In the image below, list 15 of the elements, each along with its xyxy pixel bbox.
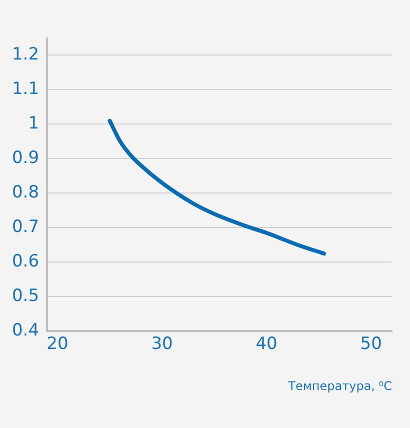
y-tick-label: 0.8 [12, 182, 40, 203]
x-axis-title: Температура, ⁰C [287, 378, 392, 393]
y-tick-label: 1.1 [12, 79, 40, 100]
y-tick-label: 0.6 [12, 252, 40, 272]
y-tick-label: 0.7 [12, 217, 40, 238]
y-tick-label: 0.9 [12, 148, 40, 168]
x-tick-label: 30 [151, 334, 173, 354]
line-series [108, 118, 326, 256]
x-tick-label: 40 [256, 334, 278, 354]
x-tick-label: 50 [360, 334, 382, 354]
y-tick-label: 1.2 [12, 44, 40, 65]
x-tick-label: 20 [46, 334, 68, 354]
y-tick-label: 0.4 [12, 320, 40, 341]
y-tick-label: 0.5 [12, 286, 40, 306]
y-tick-label: 1 [28, 114, 40, 134]
